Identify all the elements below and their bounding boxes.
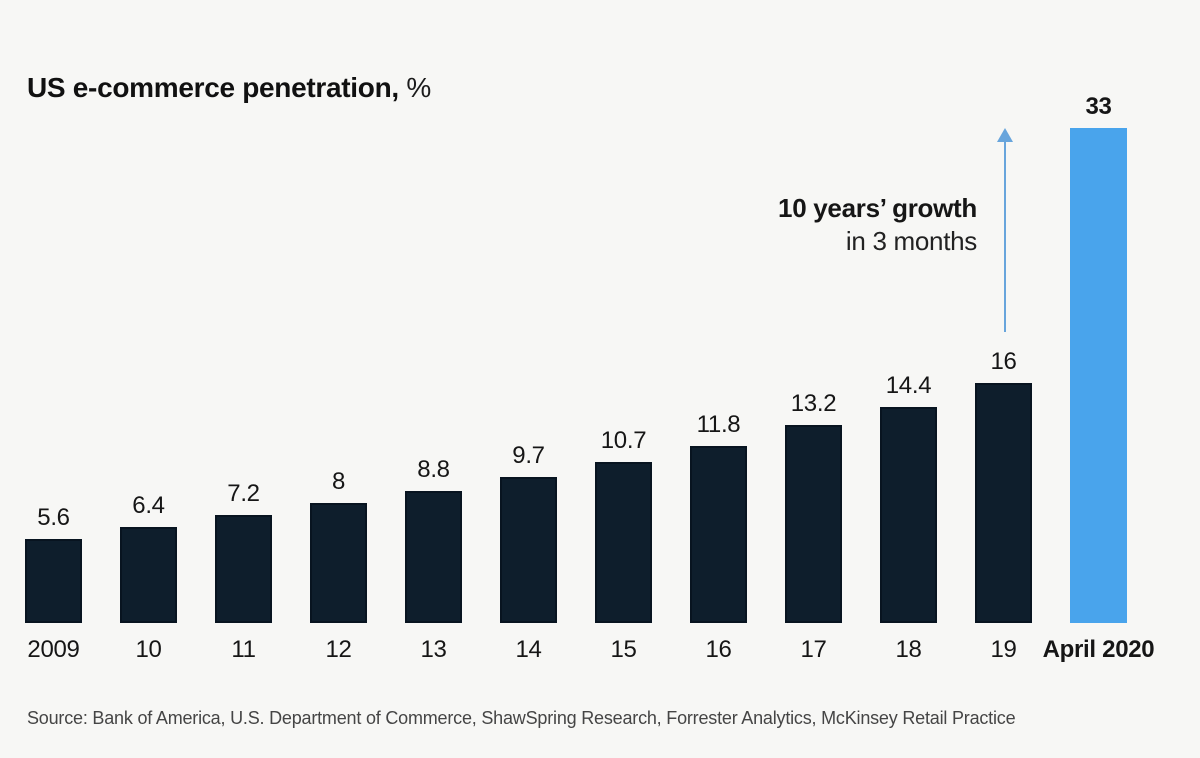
bar	[310, 503, 367, 623]
bar-category-label: April 2020	[1042, 636, 1155, 663]
bar-category-label: 2009	[27, 636, 80, 663]
bar	[880, 407, 937, 623]
bar-value-label: 33	[1085, 93, 1112, 120]
bar	[500, 477, 557, 623]
bar-value-label: 9.7	[512, 442, 545, 469]
bar-value-label: 5.6	[37, 504, 70, 531]
bar-category-label: 17	[800, 636, 827, 663]
bar-value-label: 11.8	[696, 411, 741, 438]
bar-value-label: 8.8	[417, 456, 450, 483]
source-attribution: Source: Bank of America, U.S. Department…	[27, 708, 1016, 728]
bar	[25, 539, 82, 623]
bar-category-label: 15	[610, 636, 637, 663]
bar	[405, 491, 462, 623]
bar-value-label: 7.2	[227, 480, 260, 507]
bar-value-label: 16	[990, 348, 1017, 375]
bar-value-label: 13.2	[790, 390, 837, 417]
bar-category-label: 18	[895, 636, 922, 663]
up-arrow-line	[1004, 141, 1006, 332]
bar-category-label: 10	[135, 636, 162, 663]
chart-title-unit: %	[398, 72, 431, 103]
bar-value-label: 6.4	[132, 492, 165, 519]
chart-title: US e-commerce penetration, %	[27, 72, 431, 104]
chart-title-text: US e-commerce penetration,	[27, 72, 399, 103]
bar	[215, 515, 272, 623]
bar	[690, 446, 747, 623]
bar-value-label: 8	[331, 468, 346, 495]
bar	[595, 462, 652, 623]
bar-category-label: 12	[325, 636, 352, 663]
bar	[975, 383, 1032, 623]
bar-value-label: 14.4	[885, 372, 932, 399]
bar-category-label: 11	[231, 636, 256, 663]
bar	[120, 527, 177, 623]
growth-annotation-line1: 10 years’ growth	[778, 193, 977, 223]
bar-category-label: 16	[705, 636, 732, 663]
bar-category-label: 14	[515, 636, 542, 663]
bar-value-label: 10.7	[600, 427, 647, 454]
growth-annotation: 10 years’ growth in 3 months	[778, 192, 977, 258]
bar-category-label: 13	[420, 636, 447, 663]
bar	[785, 425, 842, 623]
bar-category-label: 19	[990, 636, 1017, 663]
growth-annotation-line2: in 3 months	[845, 226, 977, 256]
up-arrow-icon	[997, 128, 1013, 142]
bar-highlight	[1070, 128, 1127, 623]
